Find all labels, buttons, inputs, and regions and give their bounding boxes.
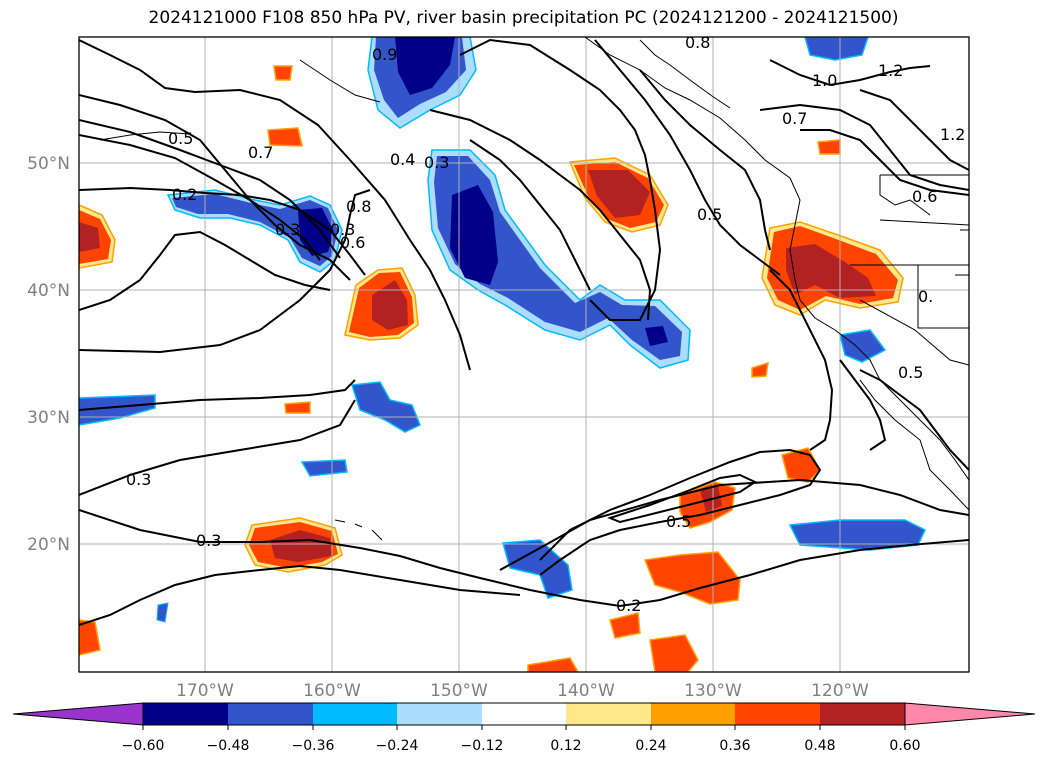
contour-label: 0.7 bbox=[782, 109, 807, 128]
colorbar-tick-label: −0.36 bbox=[292, 738, 335, 754]
contour-label: 0.5 bbox=[898, 363, 923, 382]
lon-label: 150°W bbox=[430, 681, 488, 701]
pv-contours bbox=[79, 38, 969, 626]
colorbar-segment bbox=[820, 703, 905, 725]
contour-label: 0.3 bbox=[330, 220, 355, 239]
lon-label: 170°W bbox=[176, 681, 234, 701]
contour-label: 0.3 bbox=[196, 531, 221, 550]
contour-label: 0.2 bbox=[172, 185, 197, 204]
colorbar-tick-label: −0.48 bbox=[207, 738, 250, 754]
map-title: 2024121000 F108 850 hPa PV, river basin … bbox=[148, 8, 899, 28]
colorbar: −0.60 −0.48 −0.36 −0.24 −0.12 0.12 0.24 … bbox=[12, 702, 1036, 754]
colorbar-tick-label: 0.12 bbox=[550, 738, 581, 754]
colorbar-tick-label: 0.24 bbox=[635, 738, 666, 754]
colorbar-tick-label: 0.36 bbox=[719, 738, 750, 754]
colorbar-frame bbox=[142, 702, 906, 726]
colorbar-segment bbox=[228, 703, 313, 725]
colorbar-segment bbox=[482, 703, 566, 725]
contour-label: 0.9 bbox=[372, 45, 397, 64]
contour-label: 0.5 bbox=[168, 129, 193, 148]
colorbar-tick-label: 0.60 bbox=[889, 738, 920, 754]
contour-label: 0.5 bbox=[666, 512, 691, 531]
map-plot bbox=[79, 37, 969, 672]
contour-label: 1.2 bbox=[940, 125, 965, 144]
colorbar-segment bbox=[735, 703, 820, 725]
coastlines bbox=[99, 37, 969, 541]
contour-labels: 0.5 0.7 0.2 0.3 0.3 0.8 0.6 0.4 0.3 0.9 … bbox=[126, 33, 965, 615]
contour-label: 0.3 bbox=[424, 153, 449, 172]
contour-label: 0.8 bbox=[346, 197, 371, 216]
contour-label: 0.8 bbox=[685, 33, 710, 52]
lon-label: 160°W bbox=[303, 681, 361, 701]
positive-anomaly-area bbox=[643, 551, 741, 605]
colorbar-tick-label: −0.24 bbox=[376, 738, 419, 754]
contour-label: 0.6 bbox=[912, 187, 937, 206]
colorbar-max-extension bbox=[904, 702, 1036, 726]
colorbar-segment bbox=[313, 703, 397, 725]
colorbar-tick-label: −0.60 bbox=[122, 738, 165, 754]
contour-label: 1.2 bbox=[878, 61, 903, 80]
lon-label: 140°W bbox=[557, 681, 615, 701]
contour-label: 0.2 bbox=[616, 596, 641, 615]
colorbar-min-extension bbox=[12, 702, 144, 726]
gridlines bbox=[79, 37, 969, 672]
colorbar-tick-label: −0.12 bbox=[461, 738, 504, 754]
lon-label: 120°W bbox=[811, 681, 869, 701]
contour-label: 0.4 bbox=[390, 150, 415, 169]
lat-label: 20°N bbox=[27, 535, 70, 555]
lon-label: 130°W bbox=[684, 681, 742, 701]
colorbar-segment bbox=[651, 703, 735, 725]
lat-label: 40°N bbox=[27, 281, 70, 301]
contour-label: 1.0 bbox=[812, 71, 837, 90]
latitude-labels: 50°N 40°N 30°N 20°N bbox=[27, 154, 70, 555]
colorbar-segment bbox=[143, 703, 228, 725]
colorbar-segment bbox=[566, 703, 651, 725]
contour-label: 0.7 bbox=[248, 143, 273, 162]
map-frame bbox=[78, 36, 970, 673]
contour-label: 0. bbox=[918, 287, 933, 306]
lat-label: 30°N bbox=[27, 408, 70, 428]
contour-label: 0.5 bbox=[697, 205, 722, 224]
contour-label: 0.6 bbox=[340, 233, 365, 252]
longitude-labels: 170°W 160°W 150°W 140°W 130°W 120°W bbox=[176, 681, 869, 701]
contour-label: 0.3 bbox=[126, 470, 151, 489]
contour-label: 0.3 bbox=[275, 220, 300, 239]
colorbar-tick-label: 0.48 bbox=[804, 738, 835, 754]
lat-label: 50°N bbox=[27, 154, 70, 174]
colorbar-segment bbox=[397, 703, 482, 725]
